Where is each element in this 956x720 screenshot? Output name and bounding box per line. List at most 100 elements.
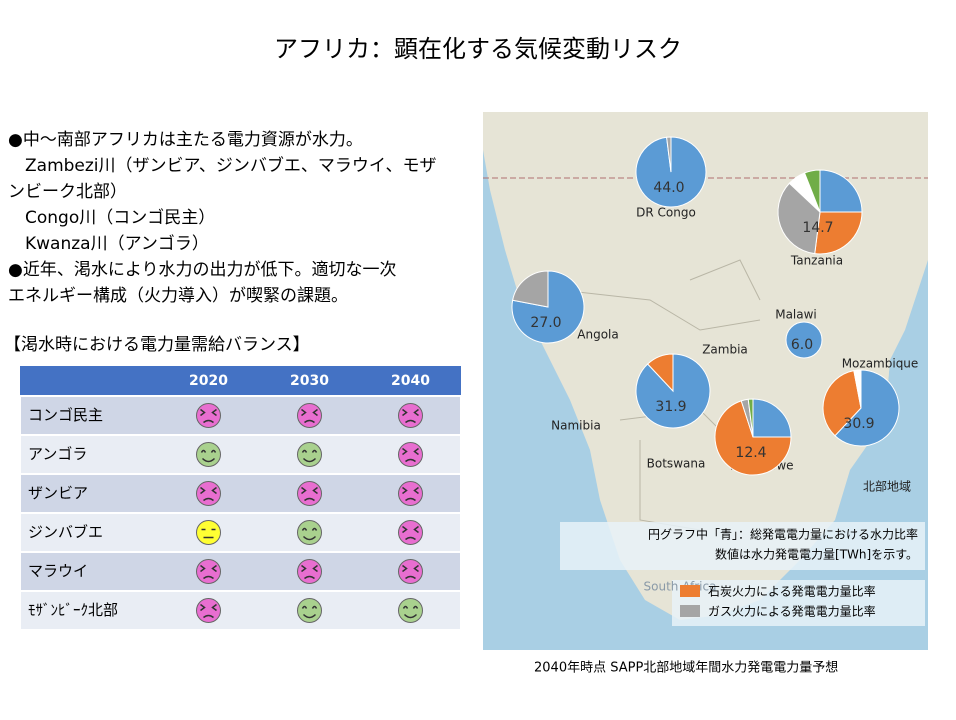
face bbox=[196, 598, 221, 623]
note-text: 数値は水力発電電力量[TWh]を示す。 bbox=[715, 547, 918, 562]
place-label: Malawi bbox=[775, 308, 817, 322]
place-label: Mozambique bbox=[842, 357, 919, 371]
face-eyes bbox=[200, 603, 217, 619]
face bbox=[297, 442, 322, 467]
status-face bbox=[297, 520, 322, 545]
face bbox=[297, 520, 322, 545]
pie-slice bbox=[666, 136, 672, 173]
table-header bbox=[20, 366, 461, 396]
face bbox=[196, 520, 221, 545]
note-box bbox=[560, 522, 925, 570]
face-eyes bbox=[402, 447, 419, 463]
face-eyes bbox=[402, 605, 419, 619]
legend-swatch bbox=[680, 605, 700, 617]
title: アフリカ：顕在化する気候変動リスク bbox=[274, 35, 682, 63]
row-label: コンゴ民主 bbox=[28, 406, 103, 424]
pie-label: 6.0 bbox=[791, 337, 813, 353]
pie-slice bbox=[803, 169, 821, 213]
pie-slice bbox=[646, 353, 674, 393]
face bbox=[398, 403, 423, 428]
face-eyes bbox=[200, 564, 217, 580]
face-eyes bbox=[301, 527, 318, 541]
pie-slice bbox=[747, 398, 754, 438]
pie-slice bbox=[752, 398, 792, 438]
status-face bbox=[398, 403, 423, 428]
status-face bbox=[297, 403, 322, 428]
body-text: Congo川（コンゴ民主） bbox=[8, 207, 215, 228]
pie-label: 30.9 bbox=[843, 416, 874, 432]
pie-slice bbox=[512, 270, 549, 308]
face bbox=[297, 559, 322, 584]
legend-box bbox=[672, 580, 925, 626]
row-label: ザンビア bbox=[28, 484, 88, 502]
pie-slice bbox=[822, 370, 862, 437]
place-label: Tanzania bbox=[790, 254, 843, 268]
face bbox=[398, 442, 423, 467]
status-face bbox=[196, 481, 221, 506]
table-row bbox=[19, 395, 462, 436]
status-face bbox=[196, 598, 221, 623]
row-label: ジンバブエ bbox=[28, 523, 103, 541]
face-eyes bbox=[301, 564, 318, 580]
pie-slice bbox=[714, 400, 792, 476]
face bbox=[196, 403, 221, 428]
face-eyes bbox=[402, 564, 419, 580]
status-face bbox=[398, 598, 423, 623]
pie-label: 31.9 bbox=[655, 399, 686, 415]
status-face bbox=[196, 559, 221, 584]
table-header-cell: 2040 bbox=[391, 373, 430, 389]
face bbox=[398, 520, 423, 545]
place-label: DR Congo bbox=[636, 206, 696, 220]
status-face bbox=[297, 481, 322, 506]
place-label: Namibia bbox=[551, 419, 601, 433]
note-text: 円グラフ中「青」：総発電電力量における水力比率 bbox=[648, 527, 918, 542]
face bbox=[398, 559, 423, 584]
place-label: 北部地域 bbox=[863, 479, 911, 494]
table-title: 【渇水時における電力量需給バランス】 bbox=[4, 335, 310, 355]
legend-label: ガス火力による発電電力量比率 bbox=[708, 604, 876, 619]
face-eyes bbox=[201, 528, 216, 539]
face-eyes bbox=[402, 408, 419, 424]
face bbox=[196, 559, 221, 584]
caption: 2040年時点 SAPP北部地域年間水力発電電力量予想 bbox=[534, 660, 838, 676]
face-eyes bbox=[402, 525, 419, 541]
face bbox=[398, 598, 423, 623]
pie-label: 12.4 bbox=[735, 445, 766, 461]
row-label: ﾓｻﾞﾝﾋﾞｰｸ北部 bbox=[28, 601, 118, 619]
row-label: アンゴラ bbox=[28, 445, 87, 463]
status-face bbox=[196, 442, 221, 467]
face bbox=[297, 403, 322, 428]
pie-label: 27.0 bbox=[530, 315, 561, 331]
pie-slice bbox=[819, 169, 863, 213]
face-eyes bbox=[402, 486, 419, 502]
body-text: ●中～南部アフリカは主たる電力資源が水力。 bbox=[8, 130, 363, 150]
status-face bbox=[196, 520, 221, 545]
body-text: Zambezi川（ザンビア、ジンバブエ、マラウイ、モザ bbox=[8, 155, 436, 176]
status-face bbox=[398, 481, 423, 506]
face-eyes bbox=[301, 408, 318, 424]
face-eyes bbox=[301, 449, 318, 463]
status-face bbox=[297, 598, 322, 623]
body-text: ●近年、渇水により水力の出力が低下。適切な一次 bbox=[8, 260, 397, 280]
face-eyes bbox=[301, 605, 318, 619]
face-eyes bbox=[200, 486, 217, 502]
row-label: マラウイ bbox=[28, 562, 88, 580]
face-eyes bbox=[200, 449, 217, 463]
face bbox=[398, 481, 423, 506]
status-face bbox=[297, 559, 322, 584]
face bbox=[297, 481, 322, 506]
pie-label: 14.7 bbox=[802, 220, 833, 236]
status-face bbox=[398, 559, 423, 584]
face bbox=[196, 481, 221, 506]
table-row bbox=[19, 590, 462, 631]
face-eyes bbox=[200, 408, 217, 424]
status-face bbox=[196, 403, 221, 428]
status-face bbox=[297, 442, 322, 467]
pie-label: 44.0 bbox=[653, 180, 684, 196]
place-label: Botswana bbox=[647, 457, 706, 471]
pie-slice bbox=[785, 321, 823, 359]
table-header-cell: 2020 bbox=[189, 373, 228, 389]
pie-slice bbox=[853, 369, 862, 409]
body-text: エネルギー構成（火力導入）が喫緊の課題。 bbox=[8, 286, 348, 306]
